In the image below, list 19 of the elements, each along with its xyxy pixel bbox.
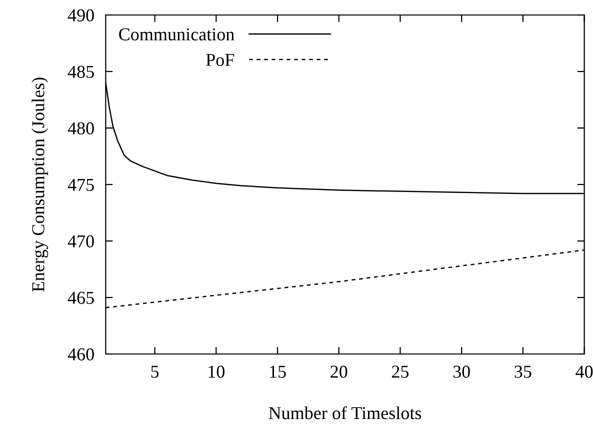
y-tick-label: 480: [68, 122, 94, 134]
x-tick-label: 25: [392, 366, 409, 378]
x-tick-label: 20: [330, 366, 348, 378]
y-tick-label: 465: [68, 292, 94, 304]
legend-label: Communication: [119, 28, 234, 40]
x-tick-label: 30: [453, 366, 470, 378]
legend-label: PoF: [206, 54, 234, 66]
x-tick-label: 35: [514, 366, 532, 378]
y-axis-title: Energy Consumption (Joules): [32, 78, 48, 292]
y-tick-label: 475: [68, 178, 94, 191]
y-tick-label: 490: [68, 9, 94, 22]
y-tick-label: 470: [68, 235, 94, 248]
y-tick-label: 485: [68, 66, 94, 78]
x-tick-label: 15: [270, 366, 286, 378]
x-axis-title: Number of Timeslots: [268, 406, 422, 420]
x-tick-label: 10: [208, 366, 224, 378]
x-tick-label: 40: [576, 366, 593, 378]
y-tick-label: 460: [68, 348, 94, 360]
x-tick-label: 5: [151, 366, 159, 378]
